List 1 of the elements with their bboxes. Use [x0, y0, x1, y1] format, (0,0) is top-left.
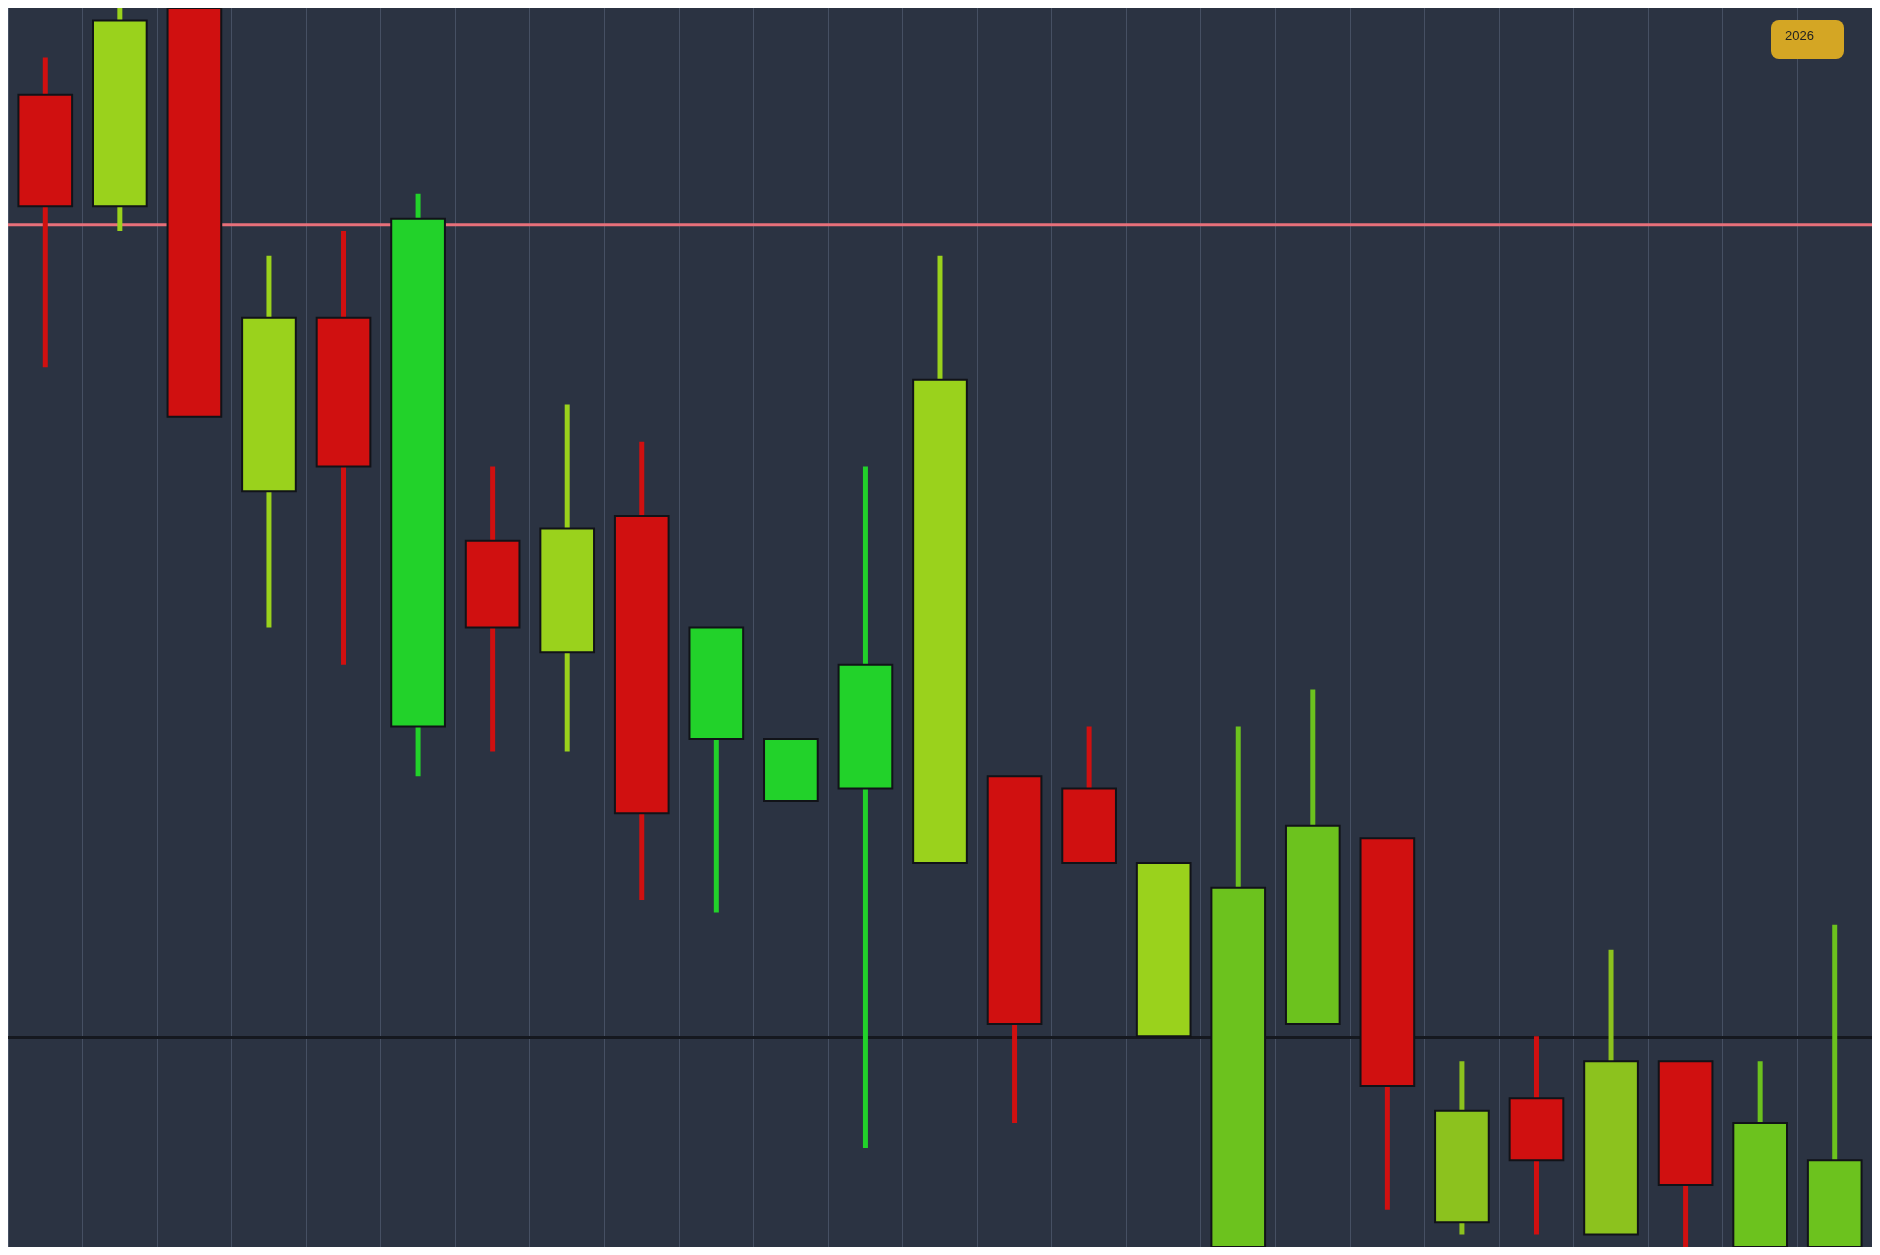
label-badge: 2026	[1771, 20, 1844, 59]
